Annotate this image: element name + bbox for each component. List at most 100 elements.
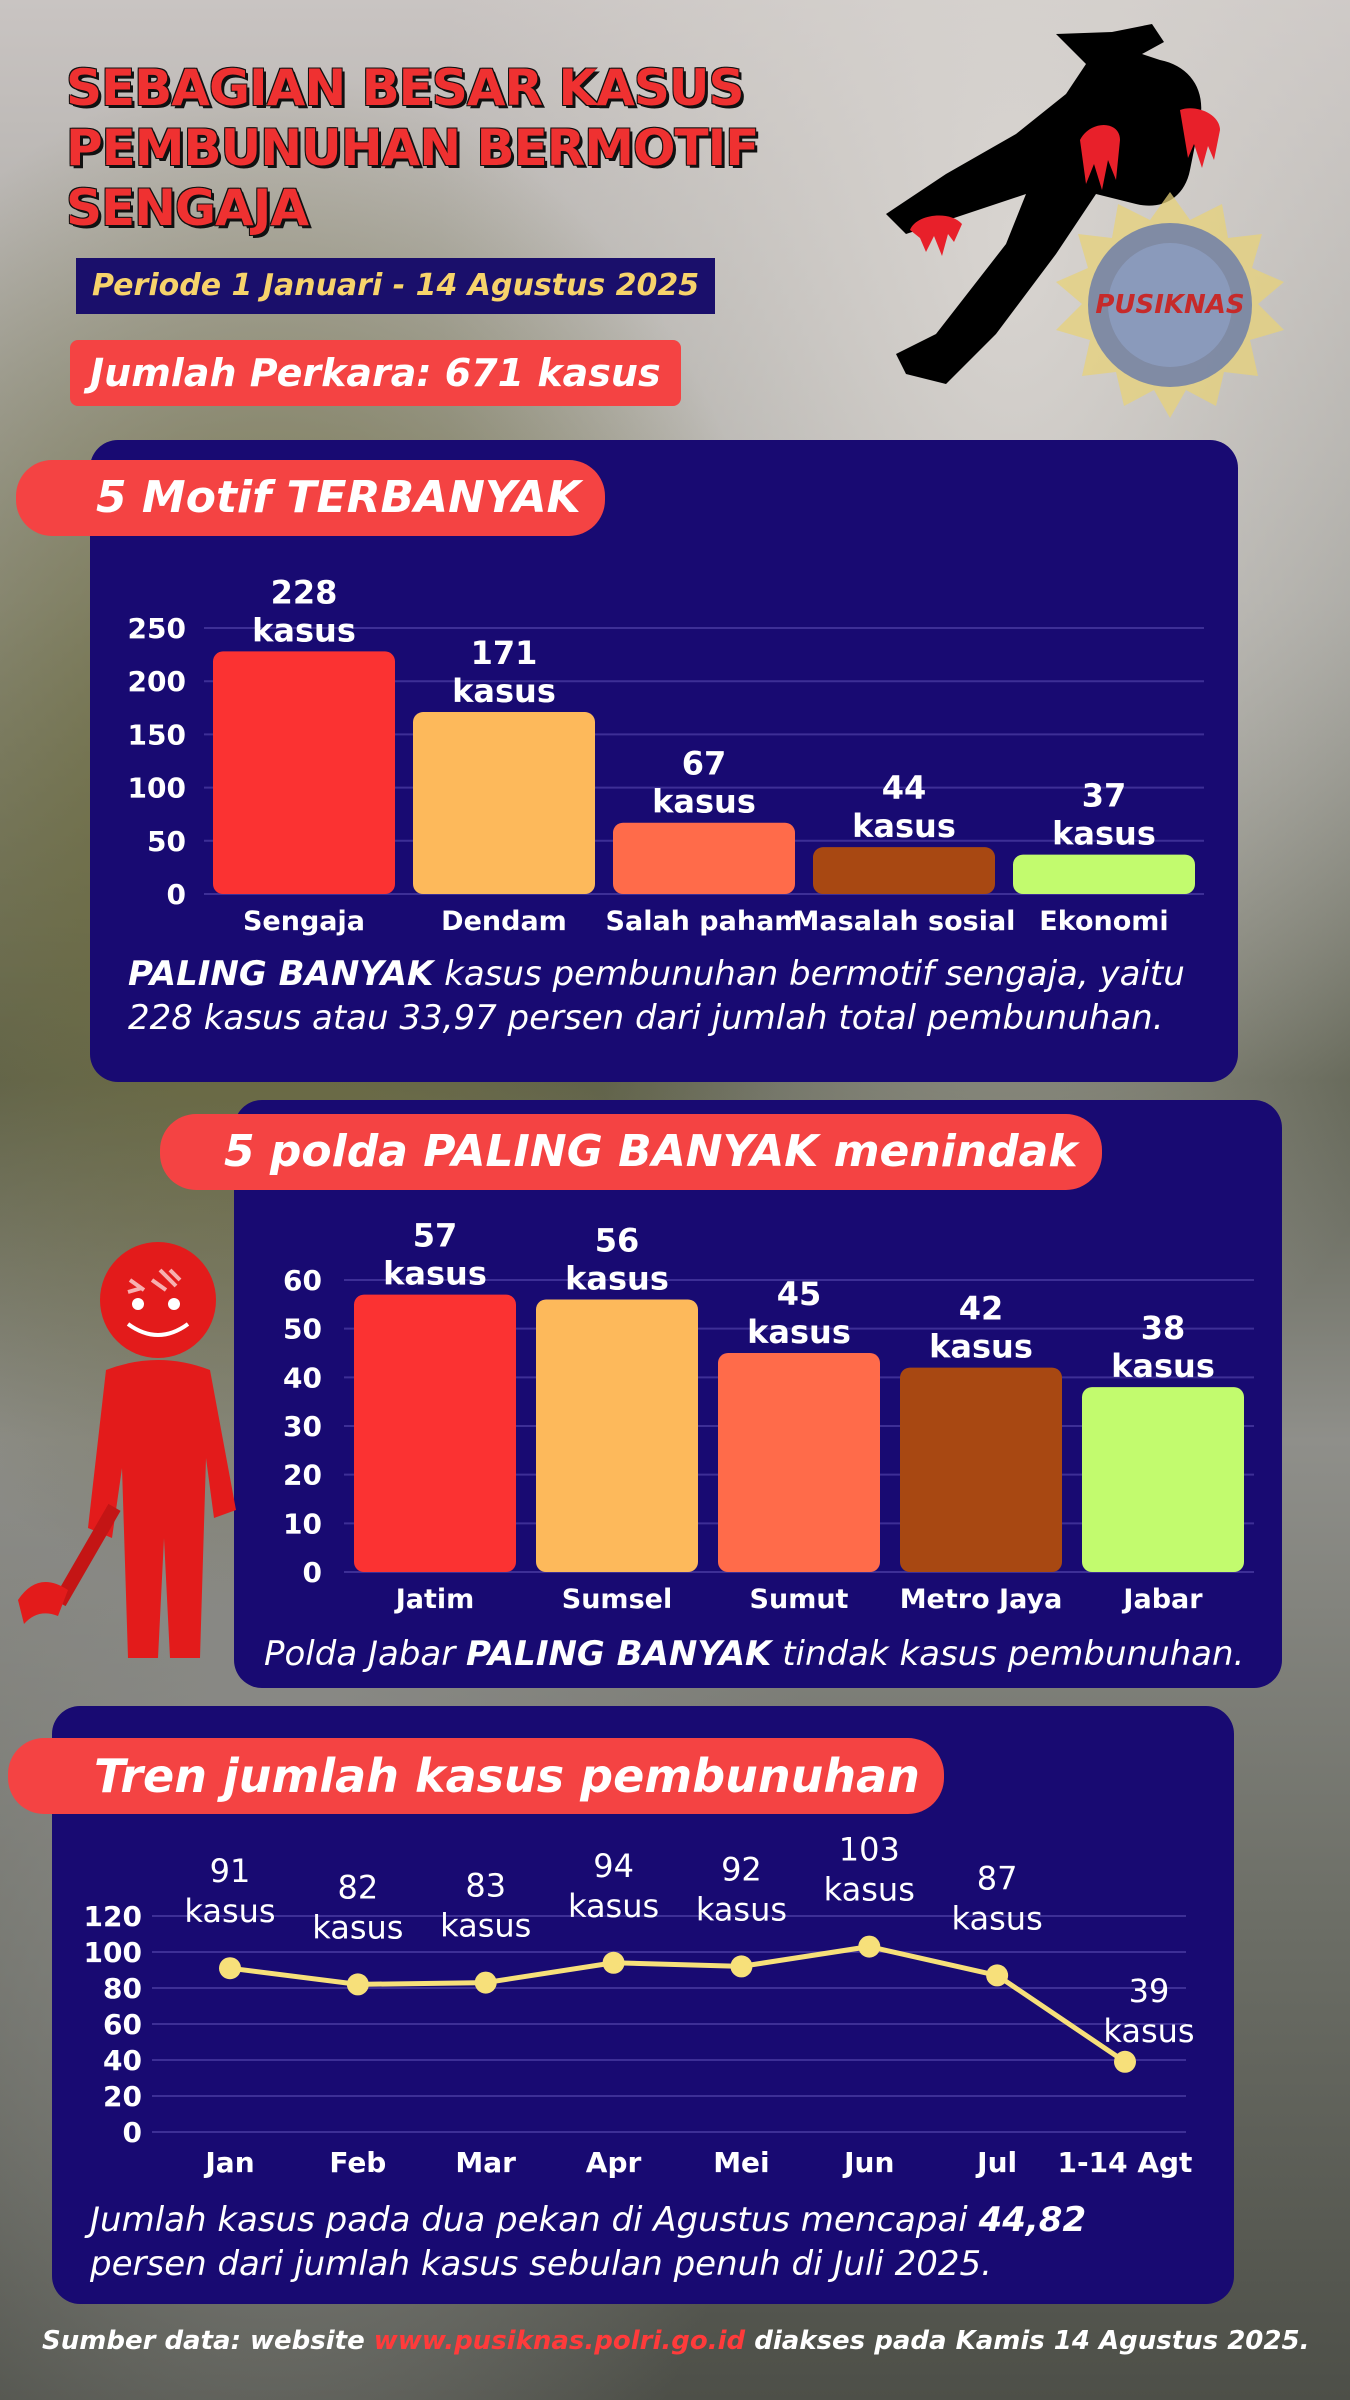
title-line-1: SEBAGIAN BESAR KASUS [66, 59, 745, 117]
trend-section-label: Tren jumlah kasus pembunuhan [8, 1738, 944, 1814]
source-link[interactable]: www.pusiknas.polri.go.id [373, 2326, 746, 2356]
pusiknas-seal-icon: PUSIKNAS [1056, 192, 1284, 418]
motif-unit-label: kasus [852, 807, 956, 845]
trend-unit-label: kasus [696, 1890, 787, 1928]
trend-category-label: Jan [203, 2146, 254, 2179]
polda-ytick-label: 50 [283, 1313, 322, 1346]
trend-category-label: Jun [842, 2146, 894, 2179]
trend-ytick-label: 80 [103, 1972, 142, 2005]
polda-unit-label: kasus [1111, 1347, 1215, 1385]
polda-caption-pre: Polda Jabar [264, 1634, 467, 1674]
motif-unit-label: kasus [252, 611, 356, 649]
polda-bar [536, 1299, 698, 1572]
motif-bar [1013, 854, 1195, 894]
motif-bar-chart: 050100150200250228kasusSengaja171kasusDe… [128, 573, 1204, 937]
killer-figure-icon [18, 1242, 236, 1658]
trend-point [858, 1935, 881, 1958]
trend-point [986, 1964, 1009, 1987]
source-note: Sumber data: website www.pusiknas.polri.… [42, 2326, 1309, 2356]
motif-category-label: Sengaja [243, 906, 365, 937]
trend-series-line [229, 1944, 1127, 2064]
motif-ytick-label: 200 [128, 665, 186, 698]
polda-bar [718, 1353, 880, 1572]
polda-caption-bold: PALING BANYAK [466, 1634, 772, 1674]
seal-text: PUSIKNAS [1095, 290, 1244, 320]
source-pre: Sumber data: website [42, 2326, 374, 2356]
motif-panel: 0 50 100 150 200 250 228 kasus Sengaja 171 kasus De… [90, 440, 1238, 1082]
polda-ytick-label: 60 [283, 1264, 322, 1297]
motif-unit-label: kasus [652, 783, 756, 821]
trend-category-label: Feb [329, 2146, 386, 2179]
motif-category-label: Salah paham [606, 906, 803, 937]
polda-panel: 0 10 20 30 40 50 60 57 kasus Jatim 56 kasus Sumsel 45… [234, 1100, 1282, 1688]
motif-bar [613, 822, 795, 894]
trend-unit-label: kasus [184, 1892, 275, 1930]
trend-unit-label: kasus [1103, 2012, 1194, 2050]
motif-value-label: 37 [1082, 777, 1127, 815]
polda-ytick-label: 30 [283, 1410, 322, 1443]
trend-category-label: Apr [586, 2146, 642, 2179]
trend-category-label: 1-14 Agt [1058, 2146, 1193, 2179]
trend-value-label: 91 [210, 1852, 251, 1890]
motif-value-label: 44 [882, 769, 927, 807]
trend-ytick-label: 0 [123, 2116, 142, 2149]
trend-point [730, 1955, 753, 1978]
polda-value-label: 45 [777, 1275, 822, 1313]
period-badge: Periode 1 Januari - 14 Agustus 2025 [76, 258, 716, 314]
trend-value-label: 94 [593, 1847, 634, 1885]
polda-value-label: 56 [595, 1221, 640, 1259]
trend-ytick-label: 120 [84, 1900, 142, 1933]
polda-unit-label: kasus [929, 1328, 1033, 1366]
motif-category-label: Dendam [441, 906, 567, 937]
trend-point [1114, 2050, 1136, 2073]
polda-section-label: 5 polda PALING BANYAK menindak [160, 1114, 1102, 1190]
polda-category-label: Jabar [1121, 1584, 1203, 1615]
trend-point [219, 1957, 241, 1980]
polda-ytick-label: 20 [283, 1459, 322, 1492]
motif-caption-text: kasus pembunuhan bermotif sengaja, yaitu… [128, 954, 1185, 1038]
motif-caption: PALING BANYAK kasus pembunuhan bermotif … [128, 952, 1208, 1040]
motif-ytick-label: 250 [128, 612, 186, 645]
motif-category-label: Masalah sosial [793, 906, 1016, 937]
motif-ytick-label: 100 [128, 772, 186, 805]
polda-category-label: Jatim [394, 1584, 475, 1615]
trend-unit-label: kasus [952, 1899, 1043, 1937]
trend-ytick-label: 20 [103, 2080, 142, 2113]
trend-value-label: 87 [977, 1859, 1018, 1897]
trend-value-label: 83 [465, 1867, 506, 1905]
trend-point [474, 1971, 497, 1994]
motif-unit-label: kasus [1052, 815, 1156, 853]
trend-line-chart: 02040608010012091kasusJan82kasusFeb83kas… [84, 1831, 1195, 2179]
polda-caption: Polda Jabar PALING BANYAK tindak kasus p… [264, 1632, 1274, 1676]
motif-value-label: 228 [271, 573, 338, 611]
motif-caption-bold: PALING BANYAK [128, 954, 434, 994]
trend-caption: Jumlah kasus pada dua pekan di Agustus m… [90, 2198, 1200, 2286]
trend-unit-label: kasus [568, 1887, 659, 1925]
polda-unit-label: kasus [747, 1313, 851, 1351]
polda-ytick-label: 10 [283, 1507, 322, 1540]
trend-ytick-label: 40 [103, 2044, 142, 2077]
polda-category-label: Metro Jaya [900, 1584, 1063, 1615]
total-cases-badge: Jumlah Perkara: 671 kasus [70, 340, 681, 406]
polda-value-label: 38 [1141, 1309, 1186, 1347]
polda-bar [1082, 1387, 1244, 1572]
trend-unit-label: kasus [824, 1871, 915, 1909]
polda-category-label: Sumut [750, 1584, 849, 1615]
motif-category-label: Ekonomi [1039, 906, 1168, 937]
trend-caption-post: persen dari jumlah kasus sebulan penuh d… [90, 2244, 992, 2284]
polda-ytick-label: 40 [283, 1361, 322, 1394]
trend-ytick-label: 100 [84, 1936, 142, 1969]
trend-ytick-label: 60 [103, 2008, 142, 2041]
trend-caption-pre: Jumlah kasus pada dua pekan di Agustus m… [90, 2200, 979, 2240]
polda-bar [354, 1294, 516, 1572]
motif-value-label: 67 [682, 745, 727, 783]
polda-unit-label: kasus [383, 1255, 487, 1293]
polda-value-label: 42 [959, 1290, 1004, 1328]
motif-ytick-label: 50 [147, 825, 186, 858]
trend-caption-bold: 44,82 [978, 2200, 1087, 2240]
polda-value-label: 57 [413, 1217, 458, 1255]
motif-value-label: 171 [471, 634, 538, 672]
motif-unit-label: kasus [452, 672, 556, 710]
trend-point [602, 1951, 625, 1974]
title-line-2: PEMBUNUHAN BERMOTIF [66, 119, 759, 177]
